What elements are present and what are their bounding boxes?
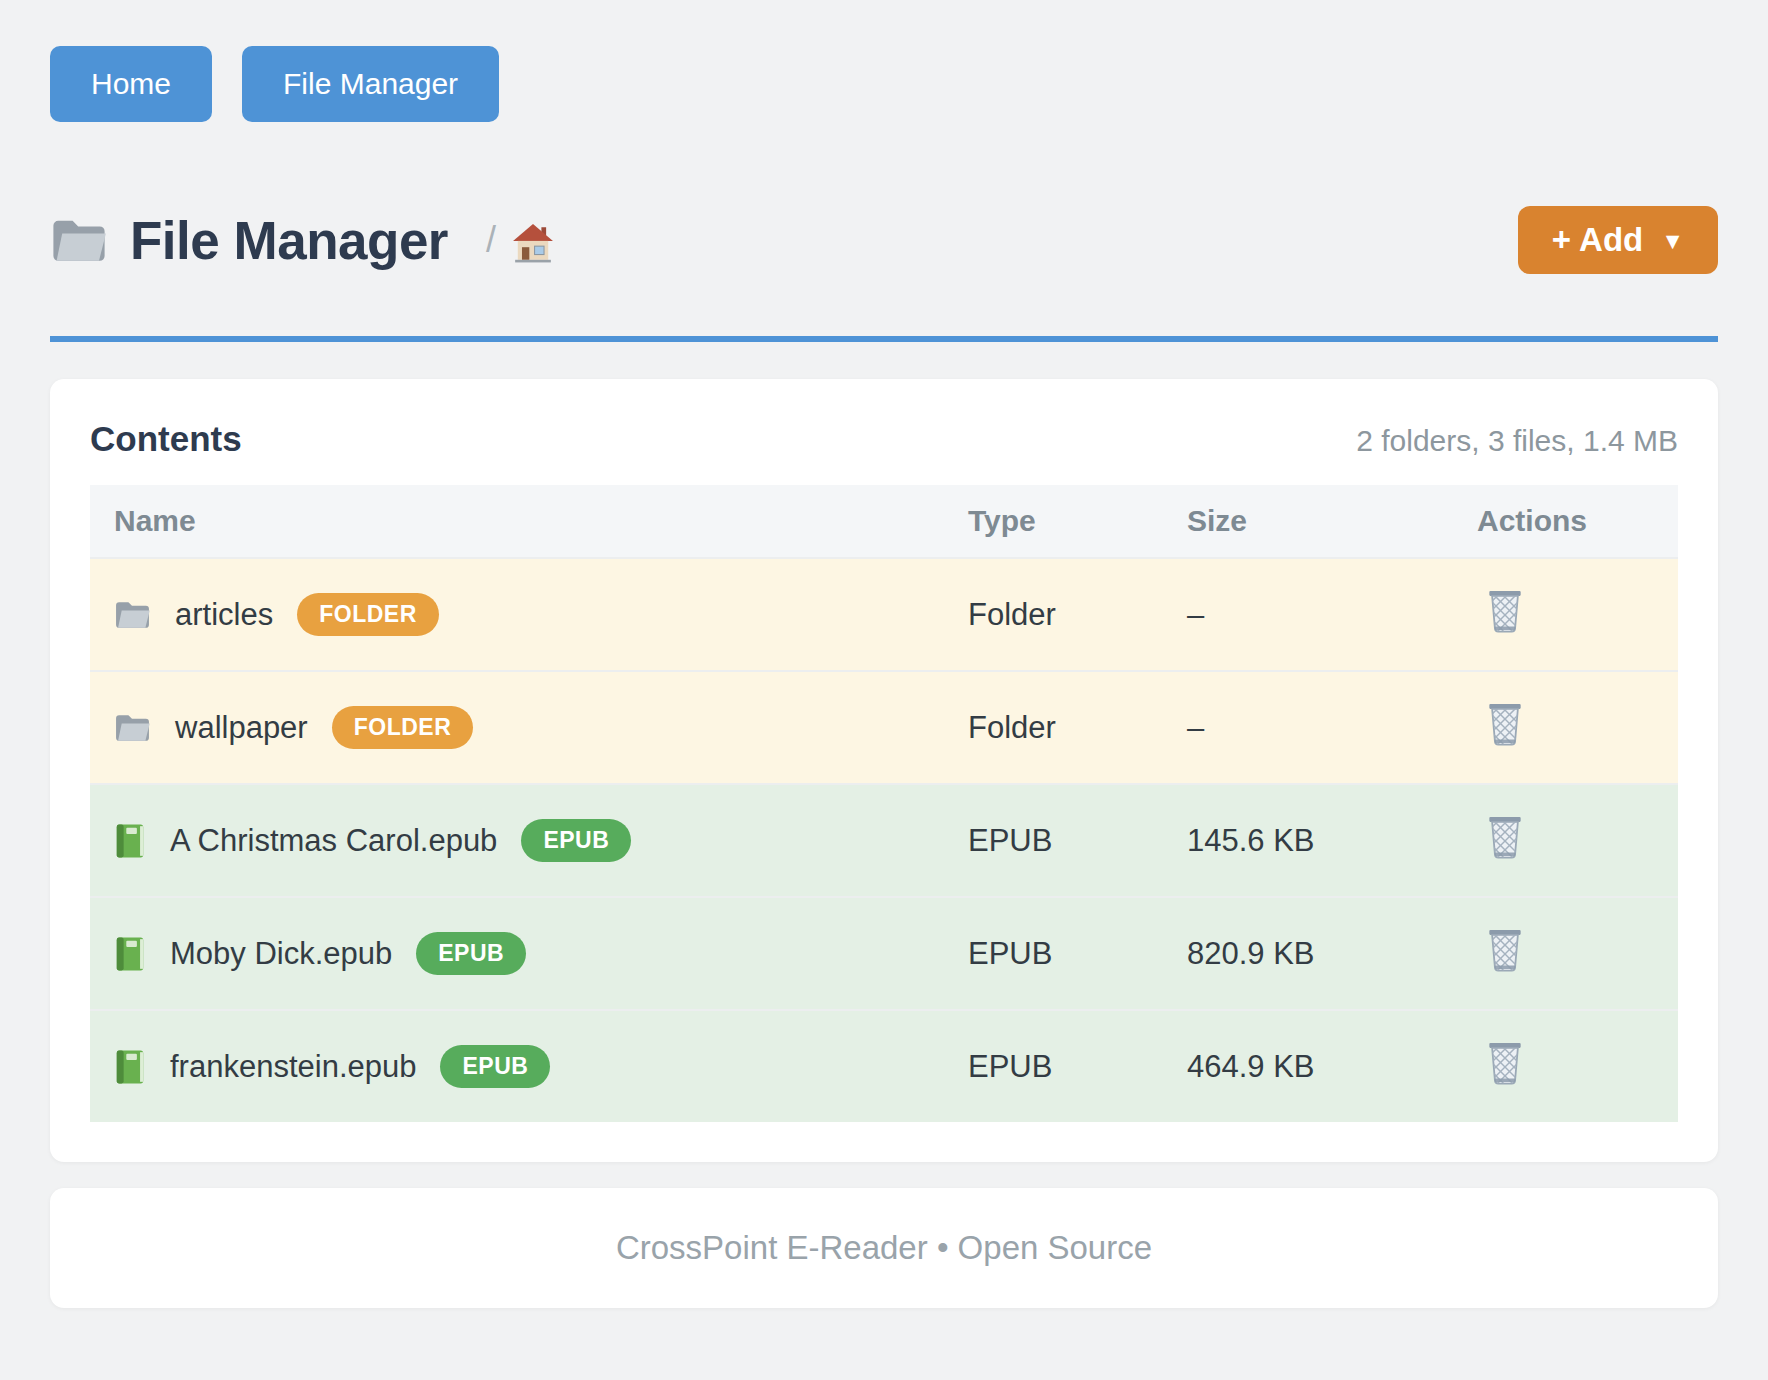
nav-home-button[interactable]: Home [50,46,212,122]
trash-icon [1485,813,1525,860]
name-cell: wallpaper FOLDER [90,706,968,749]
title-group: File Manager / [50,210,554,271]
table-row[interactable]: frankenstein.epub EPUB EPUB 464.9 KB [90,1009,1678,1122]
delete-button[interactable] [1485,587,1525,634]
delete-button[interactable] [1485,1039,1525,1086]
footer-text: CrossPoint E-Reader • Open Source [616,1229,1152,1267]
type-cell: EPUB [968,823,1187,859]
breadcrumb-separator: / [486,219,496,261]
type-cell: EPUB [968,936,1187,972]
delete-button[interactable] [1485,926,1525,973]
actions-cell [1477,587,1678,642]
nav-file-manager-button[interactable]: File Manager [242,46,499,122]
chevron-down-icon: ▼ [1661,228,1684,255]
file-name: Moby Dick.epub [170,936,392,972]
contents-summary: 2 folders, 3 files, 1.4 MB [1356,424,1678,458]
table-row[interactable]: articles FOLDER Folder – [90,557,1678,670]
table-row[interactable]: A Christmas Carol.epub EPUB EPUB 145.6 K… [90,783,1678,896]
contents-card-header: Contents 2 folders, 3 files, 1.4 MB [90,419,1678,459]
folder-icon [114,712,151,743]
size-cell: 145.6 KB [1187,823,1477,859]
page-title: File Manager [130,210,448,271]
table-row[interactable]: Moby Dick.epub EPUB EPUB 820.9 KB [90,896,1678,1009]
footer-card: CrossPoint E-Reader • Open Source [50,1188,1718,1308]
folder-badge: FOLDER [297,593,439,636]
table-header-row: Name Type Size Actions [90,485,1678,557]
trash-icon [1485,700,1525,747]
actions-cell [1477,813,1678,868]
name-cell: articles FOLDER [90,593,968,636]
header-divider [50,336,1718,342]
trash-icon [1485,587,1525,634]
file-name: wallpaper [175,710,308,746]
file-name: frankenstein.epub [170,1049,416,1085]
trash-icon [1485,926,1525,973]
epub-badge: EPUB [416,932,526,975]
type-cell: Folder [968,710,1187,746]
name-cell: Moby Dick.epub EPUB [90,932,968,975]
size-cell: – [1187,597,1477,633]
type-cell: EPUB [968,1049,1187,1085]
actions-cell [1477,1039,1678,1094]
epub-badge: EPUB [440,1045,550,1088]
actions-cell [1477,700,1678,755]
size-cell: 820.9 KB [1187,936,1477,972]
folder-icon [50,216,108,264]
green-book-icon [114,823,146,859]
folder-icon [114,599,151,630]
nav-bar: Home File Manager [50,46,1718,122]
delete-button[interactable] [1485,813,1525,860]
green-book-icon [114,936,146,972]
green-book-icon [114,1049,146,1085]
add-button-label: + Add [1552,221,1643,259]
epub-badge: EPUB [521,819,631,862]
file-name: A Christmas Carol.epub [170,823,497,859]
column-header-type: Type [968,504,1187,538]
size-cell: 464.9 KB [1187,1049,1477,1085]
column-header-size: Size [1187,504,1477,538]
name-cell: A Christmas Carol.epub EPUB [90,819,968,862]
add-button[interactable]: + Add ▼ [1518,206,1718,274]
file-table: Name Type Size Actions articles FOLDER F… [90,485,1678,1122]
contents-card: Contents 2 folders, 3 files, 1.4 MB Name… [50,379,1718,1162]
name-cell: frankenstein.epub EPUB [90,1045,968,1088]
size-cell: – [1187,710,1477,746]
actions-cell [1477,926,1678,981]
house-icon[interactable] [512,223,554,263]
column-header-name: Name [90,504,968,538]
page: Home File Manager File Manager / + Add ▼… [0,0,1768,1308]
delete-button[interactable] [1485,700,1525,747]
column-header-actions: Actions [1477,504,1678,538]
contents-heading: Contents [90,419,242,459]
file-name: articles [175,597,273,633]
trash-icon [1485,1039,1525,1086]
type-cell: Folder [968,597,1187,633]
table-row[interactable]: wallpaper FOLDER Folder – [90,670,1678,783]
folder-badge: FOLDER [332,706,474,749]
page-header: File Manager / + Add ▼ [50,206,1718,274]
